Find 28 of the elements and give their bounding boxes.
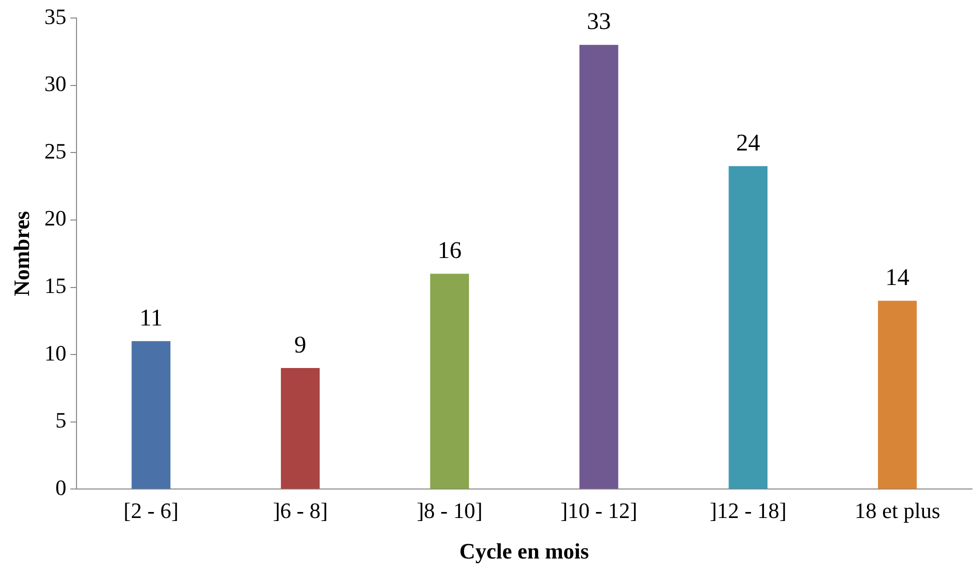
bar bbox=[579, 44, 618, 489]
y-tick-label: 30 bbox=[44, 71, 66, 96]
y-tick-label: 10 bbox=[44, 340, 66, 366]
y-tick-label: 15 bbox=[44, 273, 66, 298]
x-tick-label: [2 - 6] bbox=[124, 498, 179, 524]
x-tick-label: ]12 - 18] bbox=[710, 498, 787, 524]
data-label: 24 bbox=[736, 130, 760, 156]
data-label: 11 bbox=[139, 305, 163, 332]
bar bbox=[430, 274, 469, 489]
data-label: 16 bbox=[438, 238, 462, 264]
x-tick-label: ]10 - 12] bbox=[560, 498, 638, 524]
x-tick-label: 18 et plus bbox=[854, 498, 940, 524]
y-tick-label: 35 bbox=[44, 4, 66, 29]
bar bbox=[132, 341, 170, 489]
y-tick-label: 0 bbox=[55, 474, 66, 500]
data-label: 33 bbox=[586, 9, 611, 36]
x-tick-label: ]6 - 8] bbox=[272, 498, 328, 524]
bar bbox=[728, 166, 768, 489]
x-axis-title: Cycle en mois bbox=[459, 538, 590, 564]
y-tick-label: 20 bbox=[44, 206, 66, 231]
data-label: 14 bbox=[885, 265, 910, 292]
bar bbox=[280, 368, 320, 489]
y-axis-title: Nombres bbox=[8, 210, 34, 296]
y-tick-label: 25 bbox=[44, 138, 66, 164]
data-label: 9 bbox=[294, 332, 306, 358]
bar bbox=[878, 300, 917, 489]
y-tick-label: 5 bbox=[55, 408, 66, 433]
x-tick-label: ]8 - 10] bbox=[416, 498, 483, 524]
